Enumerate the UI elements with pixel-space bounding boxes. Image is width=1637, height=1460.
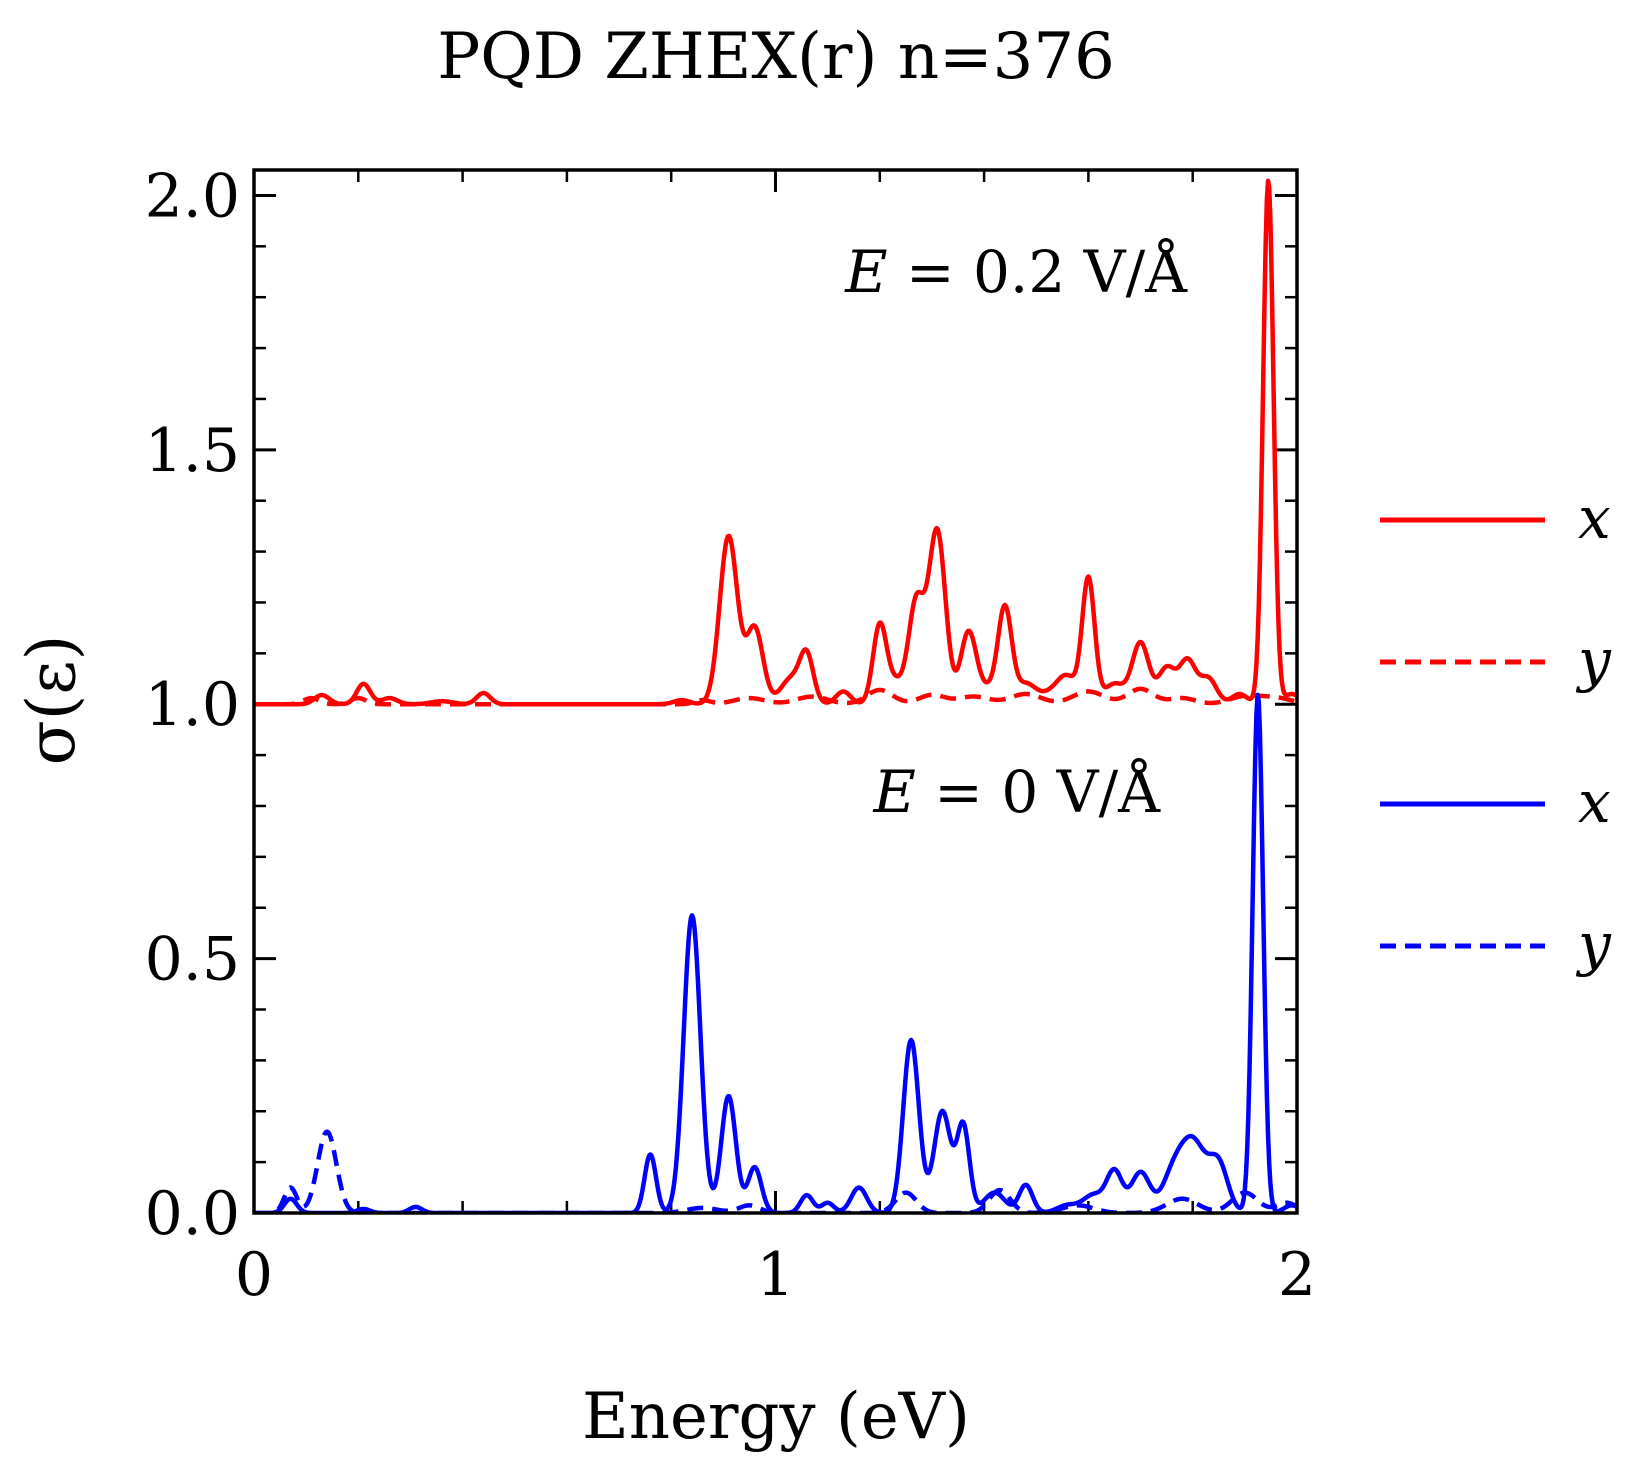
tick-labels: 0 1 2 0.0 0.5 1.0 1.5 2.0: [145, 161, 1317, 1310]
y-tick-label: 1.0: [145, 670, 240, 740]
annotation-field-zero-var: E: [873, 758, 916, 826]
annotation-field-zero-text: = 0 V/Å: [916, 758, 1161, 826]
annotation-field-high: E = 0.2 V/Å: [844, 238, 1188, 306]
annotation-field-high-var: E: [844, 238, 887, 306]
y-tick-label: 2.0: [145, 161, 240, 231]
y-tick-label: 0.5: [145, 925, 240, 995]
legend-label-1: x: [1578, 484, 1611, 552]
legend: x y x y: [1380, 484, 1612, 978]
x-tick-label: 2: [1278, 1240, 1316, 1310]
legend-label-3: x: [1578, 768, 1611, 836]
legend-label-2: y: [1575, 626, 1612, 694]
x-axis-label: Energy (eV): [582, 1380, 970, 1454]
series-line-2: [254, 686, 1297, 707]
chart-title: PQD ZHEX(r) n=376: [437, 20, 1115, 94]
series-layer: [254, 178, 1297, 1213]
legend-label-4: y: [1575, 910, 1612, 978]
y-tick-label: 0.0: [145, 1179, 240, 1249]
x-tick-label: 0: [235, 1240, 273, 1310]
plot-frame: [252, 168, 1299, 1215]
y-axis-label: σ(ε): [13, 635, 90, 766]
y-tick-label: 1.5: [145, 416, 240, 486]
annotation-field-high-text: = 0.2 V/Å: [888, 238, 1189, 306]
x-tick-label: 1: [756, 1240, 794, 1310]
annotation-field-zero: E = 0 V/Å: [873, 758, 1162, 826]
